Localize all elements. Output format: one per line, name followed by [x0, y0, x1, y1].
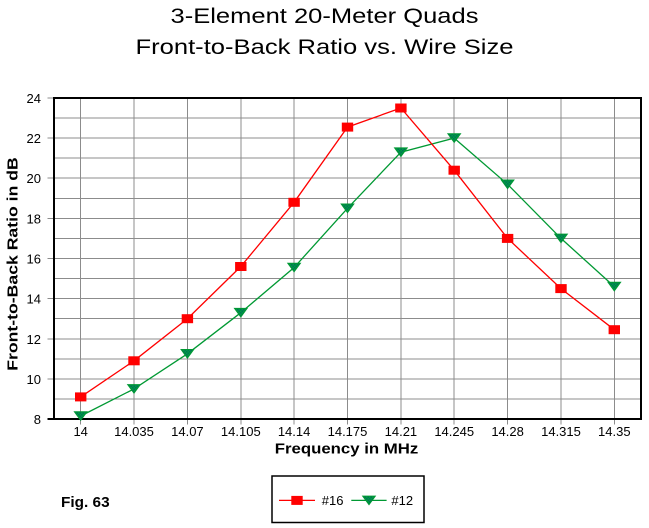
svg-text:22: 22: [27, 131, 41, 146]
svg-text:14.21: 14.21: [385, 424, 418, 439]
svg-text:14: 14: [27, 292, 41, 307]
svg-text:10: 10: [27, 372, 41, 387]
svg-text:14.105: 14.105: [221, 424, 261, 439]
svg-text:Front-to-Back Ratio vs. Wire S: Front-to-Back Ratio vs. Wire Size: [136, 36, 514, 59]
svg-text:14.14: 14.14: [278, 424, 311, 439]
svg-text:14.315: 14.315: [541, 424, 581, 439]
svg-text:14.35: 14.35: [598, 424, 631, 439]
svg-text:Front-to-Back Ratio in dB: Front-to-Back Ratio in dB: [6, 157, 22, 371]
svg-text:16: 16: [27, 252, 41, 267]
svg-text:18: 18: [27, 211, 41, 226]
svg-text:24: 24: [27, 91, 41, 106]
svg-text:3-Element 20-Meter Quads: 3-Element 20-Meter Quads: [171, 5, 479, 28]
svg-text:Fig. 63: Fig. 63: [61, 494, 110, 511]
svg-text:14: 14: [73, 424, 87, 439]
svg-text:8: 8: [34, 412, 41, 427]
svg-text:14.245: 14.245: [434, 424, 474, 439]
svg-text:12: 12: [27, 332, 41, 347]
svg-text:20: 20: [27, 171, 41, 186]
svg-text:14.28: 14.28: [491, 424, 524, 439]
svg-text:#12: #12: [391, 493, 413, 508]
svg-text:Frequency in MHz: Frequency in MHz: [275, 441, 419, 458]
svg-text:#16: #16: [322, 493, 344, 508]
svg-text:14.175: 14.175: [328, 424, 368, 439]
svg-text:14.07: 14.07: [171, 424, 204, 439]
svg-text:14.035: 14.035: [114, 424, 154, 439]
